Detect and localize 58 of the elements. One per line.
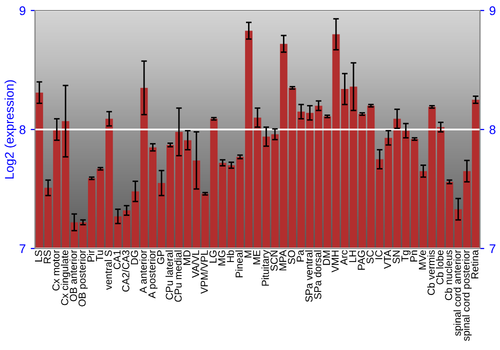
y-tick-label: 8 <box>20 125 26 134</box>
x-tick-label: SC <box>366 250 374 264</box>
y2-tick-label: 7 <box>490 244 496 254</box>
x-tick-label: SPa dorsal <box>314 250 322 300</box>
x-tick-label: M <box>244 250 252 258</box>
x-tick-label: Retina <box>470 250 478 278</box>
x-tick-label: GP <box>157 250 164 264</box>
x-tick-label: Pineal <box>235 250 243 278</box>
x-tick-label: SO <box>288 250 296 264</box>
x-tick-label: Tu <box>96 250 104 262</box>
y2-tick-label: 8 <box>490 125 496 134</box>
x-tick-label: ventral S <box>104 250 112 290</box>
x-tick-label: IC <box>375 250 382 260</box>
x-tick-label: PAG <box>358 250 365 270</box>
x-tick-label: VPM/VPL <box>200 250 208 294</box>
x-tick-label: CPu medial <box>174 250 182 302</box>
x-tick-label: Pn <box>410 250 418 262</box>
x-tick-label: ME <box>253 250 260 264</box>
x-tick-label: SN <box>392 250 400 264</box>
x-tick-label: Pa <box>296 250 304 262</box>
x-tick-label: CA2/CA3 <box>122 250 130 292</box>
x-tick-label: spinal cord posterior <box>462 250 472 341</box>
x-tick-label: LG <box>209 250 217 263</box>
x-tick-label: RS <box>44 250 51 264</box>
x-tick-label: VMH <box>332 250 339 272</box>
x-tick-label: Cb vermis <box>427 250 435 295</box>
x-tick-label: CPu lateral <box>166 250 173 300</box>
x-tick-label: spinal cord anterior <box>453 250 463 336</box>
y-tick-label: 9 <box>20 6 26 16</box>
x-tick-label: MPA <box>279 250 286 270</box>
x-tick-label: Cx cingulate <box>60 250 70 306</box>
y-axis-title: Log2 (expression) <box>4 80 16 178</box>
x-tick-label: VA/VL <box>192 250 200 278</box>
x-tick-label: A anterior <box>139 250 147 294</box>
x-tick-label: DG <box>130 250 138 264</box>
x-tick-label: Tg <box>401 250 411 262</box>
x-tick-label: SCN <box>270 250 278 271</box>
x-tick-label: OB posterior <box>78 250 88 306</box>
x-tick-label: Cx motor <box>52 250 60 290</box>
x-tick-label: Hb <box>226 250 234 262</box>
x-tick-label: DM <box>322 250 330 265</box>
x-tick-label: LS <box>34 250 42 262</box>
x-tick-label: A posterior <box>148 250 158 298</box>
y2-tick-label: 9 <box>490 6 496 16</box>
x-tick-label: OB anterior <box>70 250 77 302</box>
x-tick-label: MD <box>183 250 190 265</box>
y-tick-label: 7 <box>20 244 26 254</box>
x-tick-label: MG <box>218 250 226 266</box>
x-tick-label: CA1 <box>113 250 121 270</box>
x-tick-label: LH <box>349 250 356 262</box>
x-tick-label: MVe <box>418 250 426 270</box>
x-tick-label: Cb lobe <box>436 250 444 284</box>
x-tick-label: Pituitary <box>262 250 271 286</box>
x-tick-label: Arc <box>340 250 348 266</box>
x-tick-label: SPa ventral <box>305 250 313 302</box>
x-tick-label: Pir <box>86 250 94 262</box>
x-tick-label: VTA <box>384 250 392 269</box>
x-tick-label: Cb nucleus <box>444 250 452 300</box>
